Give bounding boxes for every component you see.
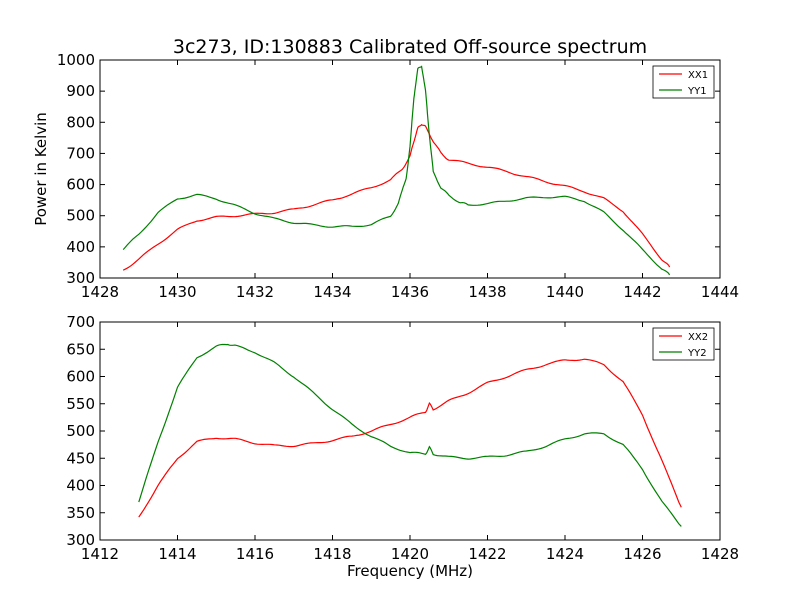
bottom-x-tick-label: 1414	[158, 545, 196, 563]
chart-title: 3c273, ID:130883 Calibrated Off-source s…	[173, 36, 647, 58]
top-plot-area	[100, 60, 720, 278]
legend-label-xx1: XX1	[688, 70, 708, 81]
top-y-tick-label: 900	[66, 82, 95, 100]
series-line-xx1	[122, 123, 671, 271]
top-x-tick-label: 1428	[81, 283, 119, 301]
bottom-y-tick-label: 650	[66, 340, 95, 358]
series-line-yy2	[138, 343, 682, 527]
top-plot-frame	[99, 59, 721, 279]
series-line-yy1	[122, 65, 671, 276]
top-axis-ticks: 1428 1430 1432 1434 1436 1438 1440 1442 1444 300 4…	[57, 51, 739, 301]
series-line-xx2	[138, 358, 682, 518]
bottom-x-axis-label: Frequency (MHz)	[347, 562, 473, 580]
bottom-plot-area	[100, 322, 720, 540]
bottom-y-tick-label: 500	[66, 422, 95, 440]
bottom-x-tick-label: 1412	[81, 545, 119, 563]
top-y-tick-label: 600	[66, 176, 95, 194]
legend-label-xx2: XX2	[688, 332, 708, 343]
top-y-tick-label: 800	[66, 113, 95, 131]
top-y-tick-label: 700	[66, 144, 95, 162]
bottom-legend-box	[652, 327, 715, 361]
top-plot-lines	[122, 65, 671, 276]
top-y-tick-label: 1000	[57, 51, 95, 69]
bottom-x-tick-label: 1422	[468, 545, 506, 563]
bottom-y-tick-label: 350	[66, 504, 95, 522]
bottom-y-tick-label: 400	[66, 477, 95, 495]
bottom-legend: XX2 YY2	[652, 327, 715, 361]
legend-label-yy2: YY2	[687, 348, 707, 359]
top-x-tick-label: 1444	[701, 283, 739, 301]
top-y-tick-label: 400	[66, 238, 95, 256]
top-y-tick-label: 300	[66, 269, 95, 287]
bottom-y-tick-label: 450	[66, 449, 95, 467]
bottom-y-tick-label: 600	[66, 368, 95, 386]
bottom-panel: 1412 1414 1416 1418 1420 1422 1424 1426 1428 300 3…	[66, 313, 739, 580]
bottom-y-tick-label: 300	[66, 531, 95, 549]
bottom-x-tick-label: 1426	[623, 545, 661, 563]
bottom-plot-lines	[138, 343, 682, 527]
bottom-y-tick-label: 700	[66, 313, 95, 331]
top-x-tick-label: 1436	[391, 283, 429, 301]
top-y-axis-label: Power in Kelvin	[32, 112, 50, 226]
bottom-plot-frame	[99, 321, 721, 541]
bottom-x-tick-label: 1428	[701, 545, 739, 563]
top-x-tick-label: 1440	[546, 283, 584, 301]
bottom-x-tick-label: 1424	[546, 545, 584, 563]
legend-label-yy1: YY1	[687, 86, 707, 97]
top-x-tick-label: 1434	[313, 283, 351, 301]
top-y-tick-label: 500	[66, 207, 95, 225]
bottom-x-tick-label: 1418	[313, 545, 351, 563]
top-panel: 1428 1430 1432 1434 1436 1438 1440 1442 1444 300 4…	[32, 51, 739, 301]
top-legend-box	[652, 65, 715, 99]
top-x-tick-label: 1432	[236, 283, 274, 301]
bottom-x-tick-label: 1420	[391, 545, 429, 563]
top-x-tick-label: 1442	[623, 283, 661, 301]
top-legend: XX1 YY1	[652, 65, 715, 99]
top-x-tick-label: 1430	[158, 283, 196, 301]
bottom-y-tick-label: 550	[66, 395, 95, 413]
bottom-x-tick-label: 1416	[236, 545, 274, 563]
top-x-tick-label: 1438	[468, 283, 506, 301]
